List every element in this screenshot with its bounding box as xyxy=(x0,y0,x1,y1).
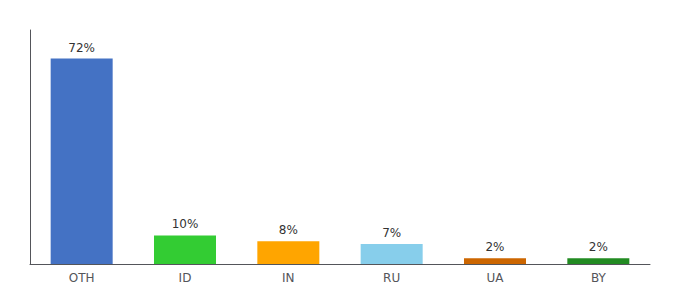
svg-text:UA: UA xyxy=(487,271,505,285)
svg-text:IN: IN xyxy=(282,271,295,285)
svg-text:72%: 72% xyxy=(68,41,95,55)
svg-text:OTH: OTH xyxy=(69,271,95,285)
svg-text:2%: 2% xyxy=(485,240,504,254)
svg-text:BY: BY xyxy=(591,271,607,285)
svg-text:ID: ID xyxy=(179,271,192,285)
svg-text:RU: RU xyxy=(383,271,400,285)
svg-text:10%: 10% xyxy=(172,217,199,231)
svg-text:7%: 7% xyxy=(382,226,401,240)
svg-text:2%: 2% xyxy=(589,240,608,254)
svg-text:8%: 8% xyxy=(279,223,298,237)
